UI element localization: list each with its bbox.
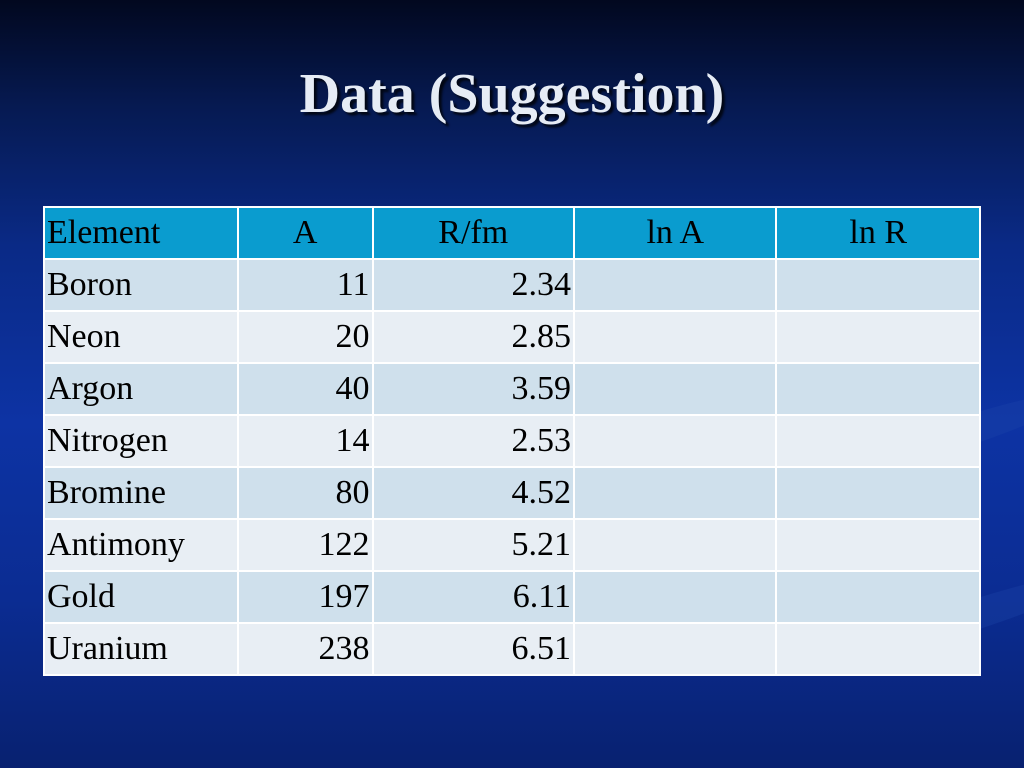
slide-title: Data (Suggestion) — [299, 63, 725, 125]
ln-a-cell — [573, 518, 778, 572]
ln-r-cell — [775, 570, 981, 624]
table-row: Uranium 238 6.51 — [43, 622, 981, 676]
header-ln-r: ln R — [775, 206, 981, 260]
element-cell: Boron — [43, 258, 239, 312]
ln-r-cell — [775, 414, 981, 468]
table-row: Nitrogen 14 2.53 — [43, 414, 981, 468]
ln-a-cell — [573, 622, 778, 676]
table-row: Bromine 80 4.52 — [43, 466, 981, 520]
a-cell: 40 — [236, 362, 374, 416]
ln-a-cell — [573, 570, 778, 624]
ln-a-cell — [573, 414, 778, 468]
r-fm-cell: 3.59 — [371, 362, 576, 416]
table-body: Boron 11 2.34 Neon 20 2.85 Argon 40 3.59 Nitrogen… — [43, 258, 981, 676]
ln-r-cell — [775, 362, 981, 416]
element-cell: Argon — [43, 362, 239, 416]
element-cell: Gold — [43, 570, 239, 624]
r-fm-cell: 6.51 — [371, 622, 576, 676]
a-cell: 122 — [236, 518, 374, 572]
ln-a-cell — [573, 258, 778, 312]
element-cell: Nitrogen — [43, 414, 239, 468]
r-fm-cell: 4.52 — [371, 466, 576, 520]
ln-r-cell — [775, 258, 981, 312]
a-cell: 11 — [236, 258, 374, 312]
a-cell: 14 — [236, 414, 374, 468]
header-element: Element — [43, 206, 239, 260]
a-cell: 197 — [236, 570, 374, 624]
element-cell: Antimony — [43, 518, 239, 572]
ln-r-cell — [775, 622, 981, 676]
ln-a-cell — [573, 362, 778, 416]
table-row: Gold 197 6.11 — [43, 570, 981, 624]
a-cell: 20 — [236, 310, 374, 364]
table-row: Boron 11 2.34 — [43, 258, 981, 312]
table-row: Antimony 122 5.21 — [43, 518, 981, 572]
r-fm-cell: 5.21 — [371, 518, 576, 572]
r-fm-cell: 2.53 — [371, 414, 576, 468]
a-cell: 80 — [236, 466, 374, 520]
a-cell: 238 — [236, 622, 374, 676]
header-a: A — [236, 206, 374, 260]
table-row: Neon 20 2.85 — [43, 310, 981, 364]
r-fm-cell: 2.34 — [371, 258, 576, 312]
r-fm-cell: 2.85 — [371, 310, 576, 364]
ln-r-cell — [775, 518, 981, 572]
table-header: Element A R/fm ln A ln R — [43, 206, 981, 260]
ln-a-cell — [573, 310, 778, 364]
element-cell: Neon — [43, 310, 239, 364]
ln-r-cell — [775, 310, 981, 364]
table-row: Argon 40 3.59 — [43, 362, 981, 416]
data-table: Element A R/fm ln A ln R Boron 11 2.34 Neon… — [43, 206, 981, 676]
element-cell: Uranium — [43, 622, 239, 676]
ln-a-cell — [573, 466, 778, 520]
header-ln-a: ln A — [573, 206, 778, 260]
header-row: Element A R/fm ln A ln R — [43, 206, 981, 260]
r-fm-cell: 6.11 — [371, 570, 576, 624]
ln-r-cell — [775, 466, 981, 520]
header-r-fm: R/fm — [371, 206, 576, 260]
element-cell: Bromine — [43, 466, 239, 520]
